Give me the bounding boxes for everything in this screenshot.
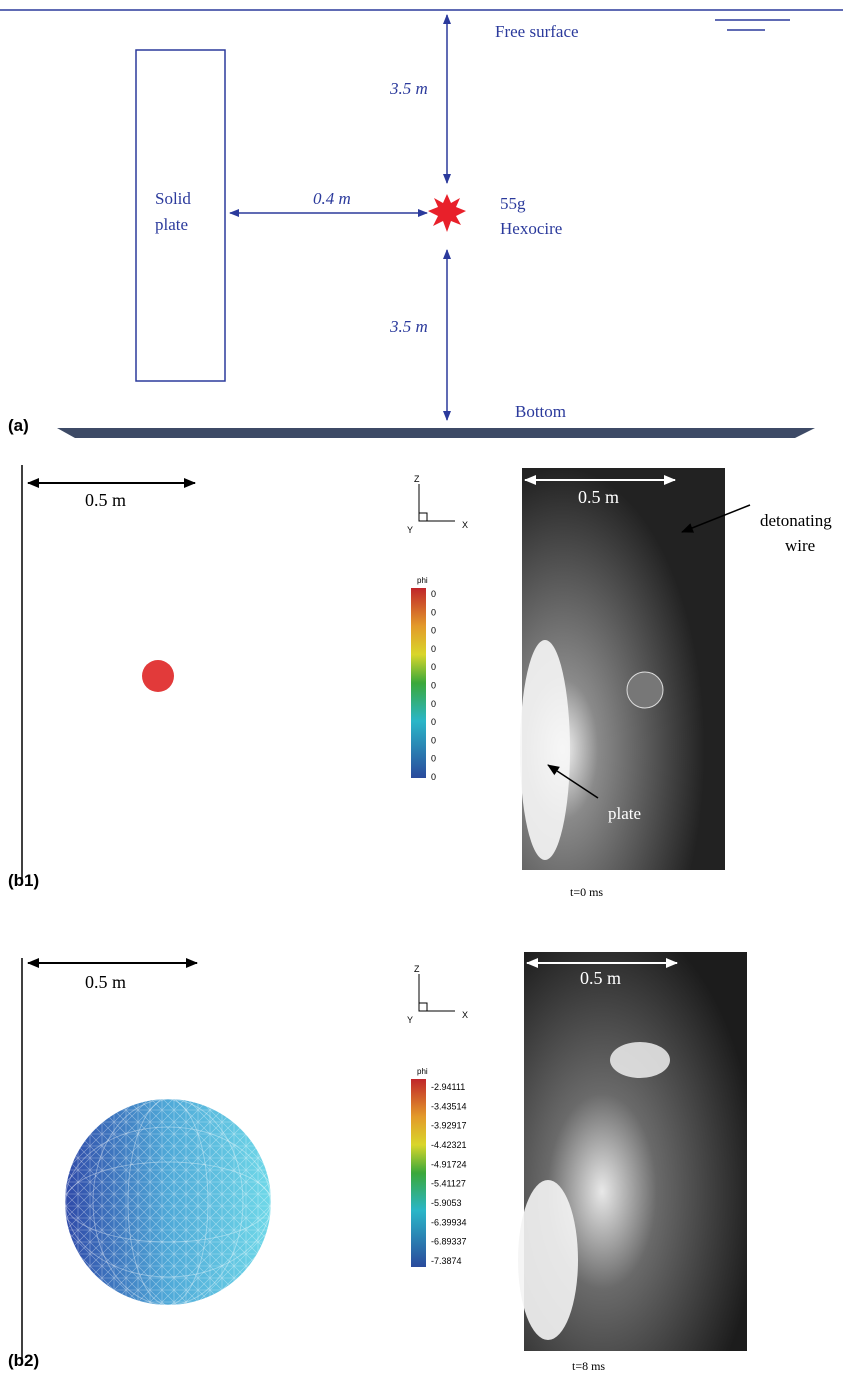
mesh-lines [65,1099,271,1305]
distance-label: 3.5 m [389,79,428,98]
colorbar-tick-label: -4.91724 [431,1159,467,1169]
axis-label: Y [407,1015,413,1025]
colorbar-tick-label: 0 [431,681,436,691]
colorbar-tick-label: -4.42321 [431,1140,467,1150]
plate-label: plate [155,215,188,234]
axis-label: Z [414,474,420,484]
colorbar-title: phi [417,576,428,585]
colorbar-tick-label: 0 [431,754,436,764]
colorbar-tick-label: 0 [431,607,436,617]
bottom-bar [57,428,815,438]
colorbar-tick-label: 0 [431,735,436,745]
annotation: detonating [760,511,832,530]
panel-b2: 0.5 m Z Y X phi -2.94111 -3.43514 -3.92917… [8,952,747,1373]
distance-label: 0.4 m [313,189,351,208]
colorbar-tick-label: 0 [431,699,436,709]
colorbar-tick-label: 0 [431,589,436,599]
plate-label: Solid [155,189,191,208]
panel-label: (b1) [8,871,39,890]
scale-label: 0.5 m [85,490,126,510]
annotation: wire [785,536,815,555]
colorbar-tick-label: 0 [431,626,436,636]
axes-icon [419,484,455,521]
figure: Free surface Solid plate 3.5 m 0.4 m 55g… [0,0,854,1373]
photo-plate [518,1180,578,1340]
panel-a: Free surface Solid plate 3.5 m 0.4 m 55g… [0,10,843,438]
colorbar [411,588,426,778]
time-label: t=0 ms [570,885,603,899]
axis-label: Z [414,964,420,974]
colorbar-title: phi [417,1067,428,1076]
colorbar-tick-label: -3.43514 [431,1101,467,1111]
panel-b1: 0.5 m Z Y X phi 0 0 0 0 0 0 0 0 0 0 0 0.5 m detona… [8,465,832,899]
colorbar-tick-label: -5.41127 [431,1179,466,1189]
colorbar-tick-label: 0 [431,772,436,782]
colorbar-tick-label: 0 [431,644,436,654]
photo-plate [520,640,570,860]
colorbar [411,1079,426,1267]
free-surface-label: Free surface [495,22,579,41]
colorbar-tick-label: -6.89337 [431,1237,467,1247]
panel-label: (b2) [8,1351,39,1370]
bottom-label: Bottom [515,402,566,421]
photo-bubble [627,672,663,708]
colorbar-ticks: 0 0 0 0 0 0 0 0 0 0 0 [431,589,436,782]
charge-icon [428,194,466,232]
colorbar-tick-label: -2.94111 [431,1082,465,1092]
colorbar-tick-label: -3.92917 [431,1121,467,1131]
scale-label: 0.5 m [578,487,619,507]
axis-label: X [462,1010,468,1020]
annotation: plate [608,804,641,823]
photo-bubble [610,1042,670,1078]
colorbar-tick-label: -5.9053 [431,1198,462,1208]
colorbar-tick-label: 0 [431,717,436,727]
axis-label: Y [407,525,413,535]
axis-label: X [462,520,468,530]
scale-label: 0.5 m [85,972,126,992]
charge-label: 55g [500,194,526,213]
axes-icon [419,974,455,1011]
colorbar-ticks: -2.94111 -3.43514 -3.92917 -4.42321 -4.91724… [431,1082,467,1266]
colorbar-tick-label: -7.3874 [431,1256,462,1266]
colorbar-tick-label: -6.39934 [431,1217,467,1227]
panel-label: (a) [8,416,29,435]
colorbar-tick-label: 0 [431,662,436,672]
time-label: t=8 ms [572,1359,605,1373]
distance-label: 3.5 m [389,317,428,336]
bubble [142,660,174,692]
charge-label: Hexocire [500,219,562,238]
scale-label: 0.5 m [580,968,621,988]
